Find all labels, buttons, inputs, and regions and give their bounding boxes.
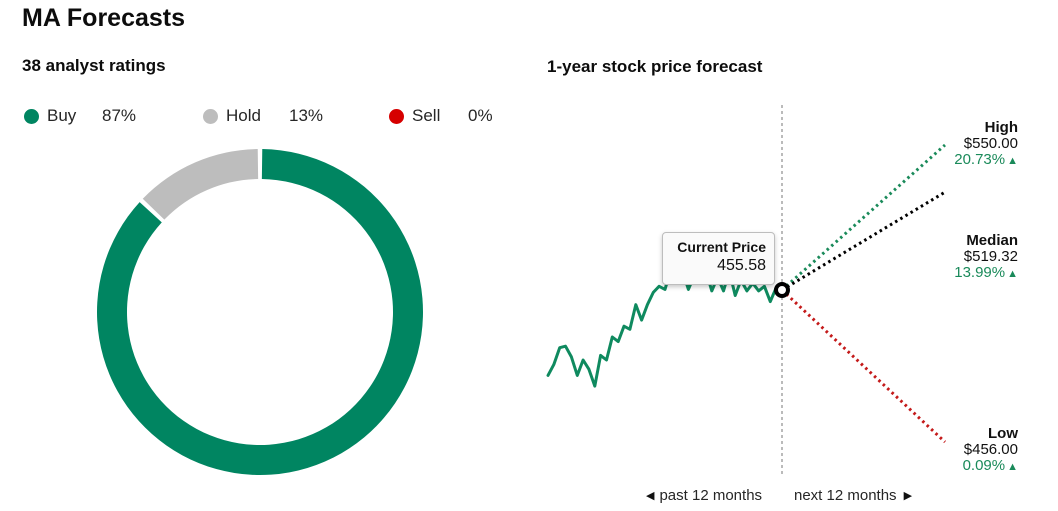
triangle-right-icon: ▶: [903, 490, 913, 502]
next-12-months-label: next 12 months: [794, 487, 897, 504]
current-price-tooltip: Current Price 455.58: [662, 232, 775, 285]
low-target-price: $456.00: [963, 441, 1018, 458]
forecast-line-median: [781, 190, 946, 292]
legend-label-hold: Hold: [226, 106, 261, 125]
median-target-label: Median: [966, 232, 1018, 249]
donut-slice-hold: [142, 149, 259, 220]
high-target-change: 20.73%: [954, 151, 1006, 168]
triangle-up-icon: ▲: [1007, 461, 1018, 473]
legend-percent-sell: 0%: [468, 106, 493, 125]
low-target-change: 0.09%: [962, 457, 1006, 474]
triangle-up-icon: ▲: [1007, 268, 1018, 280]
high-target: High $550.00 20.73% ▲: [954, 120, 1018, 169]
high-target-label: High: [984, 119, 1018, 136]
legend-percent-hold: 13%: [289, 106, 324, 125]
legend-item-sell: Sell 0%: [389, 106, 493, 126]
low-target-label: Low: [988, 425, 1018, 442]
high-target-price: $550.00: [963, 135, 1018, 152]
high-target-change-row: 20.73% ▲: [954, 152, 1018, 169]
forecast-title: 1-year stock price forecast: [547, 57, 763, 76]
legend-item-buy: Buy 87%: [24, 106, 136, 126]
legend-percent-buy: 87%: [102, 106, 137, 125]
next-12-months-link[interactable]: next 12 months ▶: [794, 487, 912, 504]
low-target-change-row: 0.09% ▲: [963, 458, 1018, 475]
current-price-label: Current Price: [677, 239, 766, 255]
ratings-donut-chart: [96, 149, 423, 476]
triangle-left-icon: ◀: [646, 490, 655, 502]
low-target: Low $456.00 0.09% ▲: [963, 426, 1018, 475]
current-price-marker: [774, 282, 790, 298]
median-target-change: 13.99%: [954, 264, 1006, 281]
legend-label-buy: Buy: [47, 106, 77, 125]
hold-dot-icon: [203, 108, 218, 124]
past-12-months-link[interactable]: ◀ past 12 months: [646, 487, 762, 504]
sell-dot-icon: [389, 108, 404, 124]
legend-label-sell: Sell: [412, 106, 441, 125]
median-target-price: $519.32: [963, 248, 1018, 265]
page-title: MA Forecasts: [22, 4, 186, 32]
median-target-change-row: 13.99% ▲: [954, 265, 1018, 282]
buy-dot-icon: [24, 108, 39, 124]
current-price-value: 455.58: [717, 257, 766, 274]
triangle-up-icon: ▲: [1007, 155, 1018, 167]
past-12-months-label: past 12 months: [659, 487, 763, 504]
legend-item-hold: Hold 13%: [203, 106, 323, 126]
median-target: Median $519.32 13.99% ▲: [954, 233, 1018, 282]
ratings-title: 38 analyst ratings: [22, 56, 166, 75]
forecast-line-high: [781, 143, 946, 292]
forecast-line-chart: [546, 105, 947, 475]
forecast-line-low: [780, 288, 947, 444]
